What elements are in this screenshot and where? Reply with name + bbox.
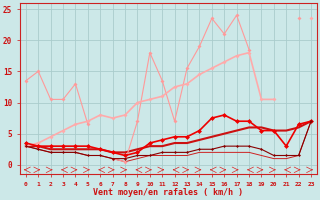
X-axis label: Vent moyen/en rafales ( km/h ): Vent moyen/en rafales ( km/h ): [93, 188, 244, 197]
